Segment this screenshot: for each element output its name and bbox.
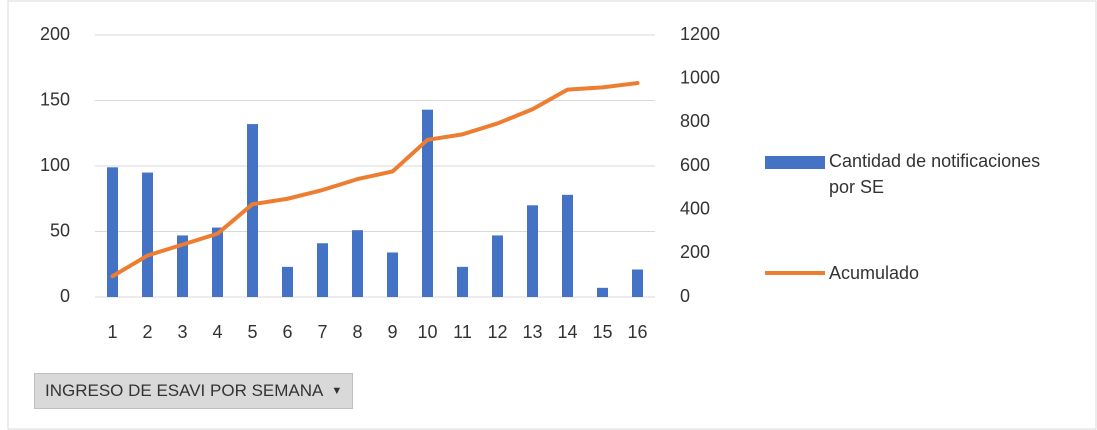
x-tick-label: 5: [247, 322, 257, 342]
y-tick-label: 200: [40, 24, 70, 44]
x-tick-label: 4: [212, 322, 222, 342]
bar: [107, 167, 118, 297]
x-tick-label: 2: [142, 322, 152, 342]
bar: [597, 287, 608, 297]
chart-border: [7, 0, 1097, 430]
legend-label: Acumulado: [829, 263, 920, 283]
x-tick-label: 7: [317, 322, 327, 342]
x-tick-label: 16: [627, 322, 647, 342]
bar: [562, 194, 573, 297]
y-tick-label: 100: [40, 155, 70, 175]
bar: [492, 235, 503, 297]
bar: [247, 124, 258, 297]
y2-tick-label: 800: [680, 111, 710, 131]
bar: [632, 269, 643, 297]
bar: [177, 235, 188, 297]
y2-tick-label: 400: [680, 198, 710, 218]
bar: [282, 266, 293, 297]
bar: [352, 230, 363, 297]
bar: [142, 172, 153, 297]
x-tick-label: 3: [177, 322, 187, 342]
y2-tick-label: 200: [680, 242, 710, 262]
filter-button[interactable]: INGRESO DE ESAVI POR SEMANA ▼: [34, 373, 354, 409]
bar: [387, 252, 398, 297]
line: [110, 81, 640, 279]
x-tick-label: 11: [453, 322, 472, 342]
y-tick-label: 50: [50, 220, 70, 240]
x-tick-label: 1: [107, 322, 117, 342]
x-tick-label: 13: [522, 322, 542, 342]
legend-label: Cantidad de notificaciones por SE: [829, 151, 1041, 197]
x-tick-label: 10: [417, 322, 437, 342]
x-tick-label: 8: [352, 322, 362, 342]
bar: [422, 109, 433, 297]
y2-tick-label: 600: [680, 155, 710, 175]
filter-label: INGRESO DE ESAVI POR SEMANA: [45, 381, 324, 400]
y2-tick-label: 1200: [680, 24, 720, 44]
x-tick-label: 6: [282, 322, 292, 342]
x-tick-label: 12: [487, 322, 507, 342]
bar: [317, 243, 328, 297]
y-tick-label: 0: [60, 286, 70, 306]
x-tick-label: 14: [557, 322, 577, 342]
y2-tick-label: 1000: [680, 67, 720, 87]
bar: [457, 266, 468, 297]
bar: [527, 205, 538, 297]
bar: [212, 227, 223, 297]
y-tick-label: 150: [40, 89, 70, 109]
x-tick-label: 9: [387, 322, 397, 342]
y2-tick-label: 0: [680, 286, 690, 306]
dropdown-arrow: ▼: [331, 385, 343, 397]
legend-swatch-bar: [765, 156, 825, 169]
x-tick-label: 15: [592, 322, 612, 342]
